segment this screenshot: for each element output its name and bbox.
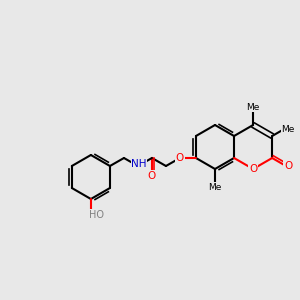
Text: O: O — [89, 210, 97, 220]
Text: O: O — [284, 161, 292, 171]
Text: Me: Me — [246, 103, 260, 112]
Text: O: O — [176, 153, 184, 163]
Text: O: O — [249, 164, 257, 174]
Text: NH: NH — [131, 159, 147, 169]
Text: Me: Me — [208, 182, 222, 191]
Text: Me: Me — [282, 124, 295, 134]
Text: O: O — [148, 171, 156, 181]
Text: HO: HO — [89, 210, 104, 220]
